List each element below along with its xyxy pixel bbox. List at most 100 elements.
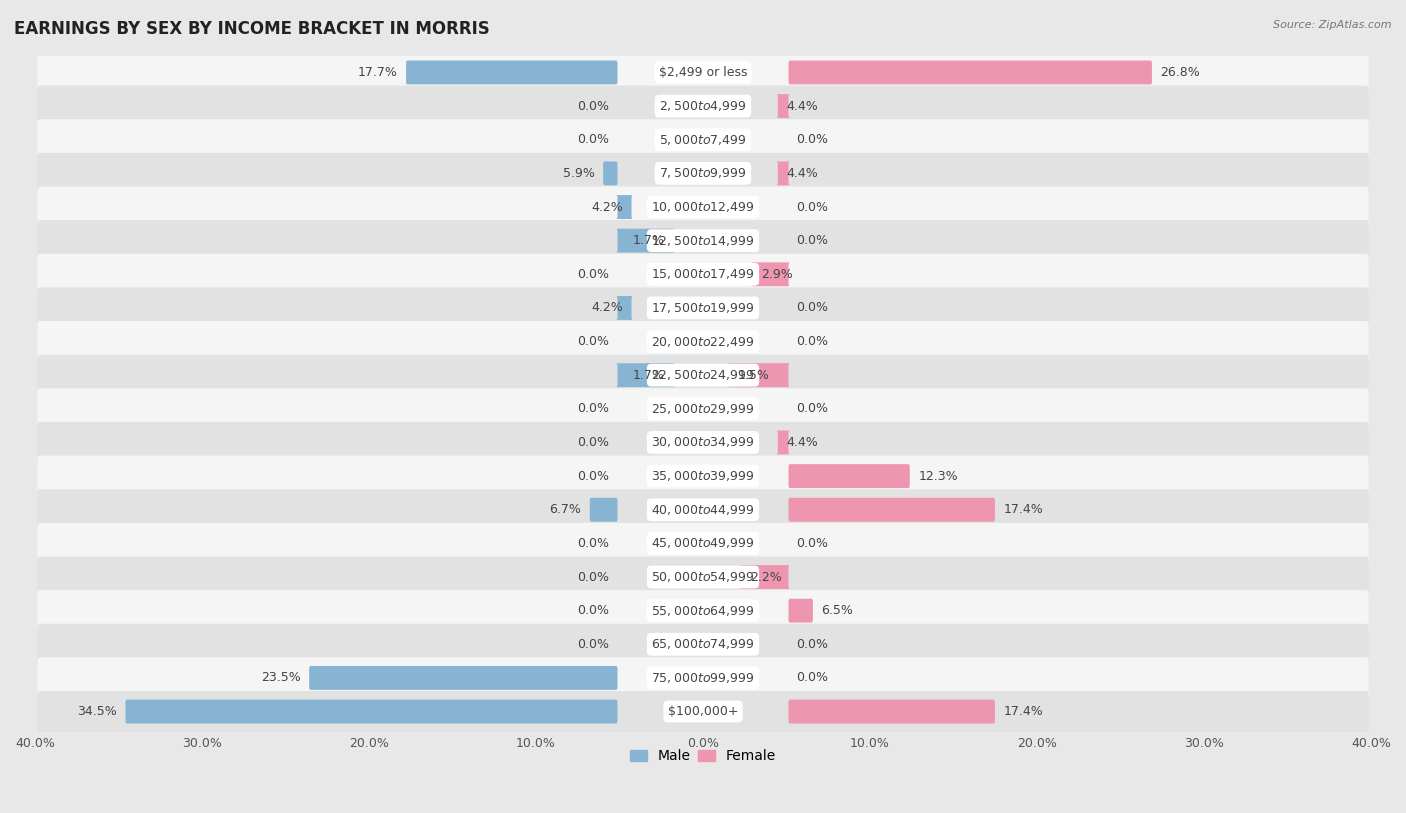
- FancyBboxPatch shape: [776, 94, 790, 118]
- Text: $50,000 to $54,999: $50,000 to $54,999: [651, 570, 755, 584]
- Text: 4.2%: 4.2%: [591, 201, 623, 214]
- Text: $75,000 to $99,999: $75,000 to $99,999: [651, 671, 755, 685]
- Text: 0.0%: 0.0%: [578, 402, 609, 415]
- Text: 17.4%: 17.4%: [1004, 705, 1043, 718]
- FancyBboxPatch shape: [789, 60, 1152, 85]
- FancyBboxPatch shape: [751, 263, 790, 286]
- Text: 12.3%: 12.3%: [918, 470, 957, 483]
- Text: 1.5%: 1.5%: [738, 368, 770, 381]
- Text: EARNINGS BY SEX BY INCOME BRACKET IN MORRIS: EARNINGS BY SEX BY INCOME BRACKET IN MOR…: [14, 20, 489, 38]
- Text: $25,000 to $29,999: $25,000 to $29,999: [651, 402, 755, 415]
- FancyBboxPatch shape: [38, 153, 1368, 193]
- Text: 4.4%: 4.4%: [786, 100, 818, 113]
- FancyBboxPatch shape: [616, 363, 675, 387]
- FancyBboxPatch shape: [125, 700, 617, 724]
- Text: 17.4%: 17.4%: [1004, 503, 1043, 516]
- FancyBboxPatch shape: [38, 85, 1368, 127]
- Text: $5,000 to $7,499: $5,000 to $7,499: [659, 133, 747, 146]
- Text: 0.0%: 0.0%: [797, 133, 828, 146]
- Text: 0.0%: 0.0%: [578, 470, 609, 483]
- FancyBboxPatch shape: [38, 120, 1368, 160]
- Text: Source: ZipAtlas.com: Source: ZipAtlas.com: [1274, 20, 1392, 30]
- Text: 0.0%: 0.0%: [578, 604, 609, 617]
- Text: $2,499 or less: $2,499 or less: [659, 66, 747, 79]
- Text: 0.0%: 0.0%: [578, 335, 609, 348]
- FancyBboxPatch shape: [38, 556, 1368, 598]
- Text: 4.2%: 4.2%: [591, 302, 623, 315]
- FancyBboxPatch shape: [616, 296, 633, 320]
- FancyBboxPatch shape: [38, 590, 1368, 631]
- Text: $12,500 to $14,999: $12,500 to $14,999: [651, 233, 755, 248]
- FancyBboxPatch shape: [38, 691, 1368, 732]
- Text: 0.0%: 0.0%: [578, 436, 609, 449]
- Text: 0.0%: 0.0%: [797, 672, 828, 685]
- Text: $15,000 to $17,499: $15,000 to $17,499: [651, 267, 755, 281]
- Text: 0.0%: 0.0%: [578, 571, 609, 584]
- Text: $22,500 to $24,999: $22,500 to $24,999: [651, 368, 755, 382]
- Text: 2.9%: 2.9%: [762, 267, 793, 280]
- Text: 0.0%: 0.0%: [797, 335, 828, 348]
- Text: 6.7%: 6.7%: [550, 503, 581, 516]
- FancyBboxPatch shape: [38, 389, 1368, 429]
- FancyBboxPatch shape: [38, 489, 1368, 530]
- FancyBboxPatch shape: [38, 288, 1368, 328]
- FancyBboxPatch shape: [38, 220, 1368, 261]
- FancyBboxPatch shape: [38, 52, 1368, 93]
- FancyBboxPatch shape: [740, 565, 790, 589]
- Text: 34.5%: 34.5%: [77, 705, 117, 718]
- Text: $20,000 to $22,499: $20,000 to $22,499: [651, 335, 755, 349]
- Text: 23.5%: 23.5%: [260, 672, 301, 685]
- Text: 0.0%: 0.0%: [797, 234, 828, 247]
- FancyBboxPatch shape: [38, 624, 1368, 665]
- FancyBboxPatch shape: [38, 658, 1368, 698]
- FancyBboxPatch shape: [789, 700, 995, 724]
- Text: 0.0%: 0.0%: [578, 267, 609, 280]
- Text: 0.0%: 0.0%: [578, 637, 609, 650]
- Text: $30,000 to $34,999: $30,000 to $34,999: [651, 436, 755, 450]
- FancyBboxPatch shape: [776, 162, 790, 185]
- Text: $45,000 to $49,999: $45,000 to $49,999: [651, 537, 755, 550]
- FancyBboxPatch shape: [38, 321, 1368, 362]
- Text: $2,500 to $4,999: $2,500 to $4,999: [659, 99, 747, 113]
- Text: 2.2%: 2.2%: [749, 571, 782, 584]
- FancyBboxPatch shape: [38, 354, 1368, 396]
- Legend: Male, Female: Male, Female: [624, 744, 782, 769]
- Text: 17.7%: 17.7%: [357, 66, 398, 79]
- Text: 1.7%: 1.7%: [633, 368, 665, 381]
- Text: $100,000+: $100,000+: [668, 705, 738, 718]
- Text: 0.0%: 0.0%: [797, 402, 828, 415]
- Text: $10,000 to $12,499: $10,000 to $12,499: [651, 200, 755, 214]
- Text: 0.0%: 0.0%: [578, 133, 609, 146]
- Text: 6.5%: 6.5%: [821, 604, 853, 617]
- Text: 0.0%: 0.0%: [578, 537, 609, 550]
- FancyBboxPatch shape: [789, 498, 995, 522]
- FancyBboxPatch shape: [309, 666, 617, 690]
- Text: 0.0%: 0.0%: [578, 100, 609, 113]
- FancyBboxPatch shape: [789, 464, 910, 488]
- FancyBboxPatch shape: [38, 422, 1368, 463]
- Text: $65,000 to $74,999: $65,000 to $74,999: [651, 637, 755, 651]
- FancyBboxPatch shape: [38, 523, 1368, 564]
- FancyBboxPatch shape: [38, 186, 1368, 228]
- FancyBboxPatch shape: [616, 228, 675, 253]
- Text: $35,000 to $39,999: $35,000 to $39,999: [651, 469, 755, 483]
- Text: 26.8%: 26.8%: [1160, 66, 1201, 79]
- FancyBboxPatch shape: [616, 195, 633, 219]
- Text: 0.0%: 0.0%: [797, 302, 828, 315]
- FancyBboxPatch shape: [728, 363, 790, 387]
- Text: $55,000 to $64,999: $55,000 to $64,999: [651, 603, 755, 618]
- Text: $7,500 to $9,999: $7,500 to $9,999: [659, 167, 747, 180]
- Text: $17,500 to $19,999: $17,500 to $19,999: [651, 301, 755, 315]
- Text: 4.4%: 4.4%: [786, 167, 818, 180]
- FancyBboxPatch shape: [789, 598, 813, 623]
- Text: 0.0%: 0.0%: [797, 537, 828, 550]
- Text: 1.7%: 1.7%: [633, 234, 665, 247]
- FancyBboxPatch shape: [776, 431, 790, 454]
- FancyBboxPatch shape: [38, 455, 1368, 497]
- Text: $40,000 to $44,999: $40,000 to $44,999: [651, 502, 755, 517]
- Text: 0.0%: 0.0%: [797, 201, 828, 214]
- FancyBboxPatch shape: [406, 60, 617, 85]
- FancyBboxPatch shape: [603, 162, 617, 185]
- FancyBboxPatch shape: [38, 254, 1368, 295]
- Text: 4.4%: 4.4%: [786, 436, 818, 449]
